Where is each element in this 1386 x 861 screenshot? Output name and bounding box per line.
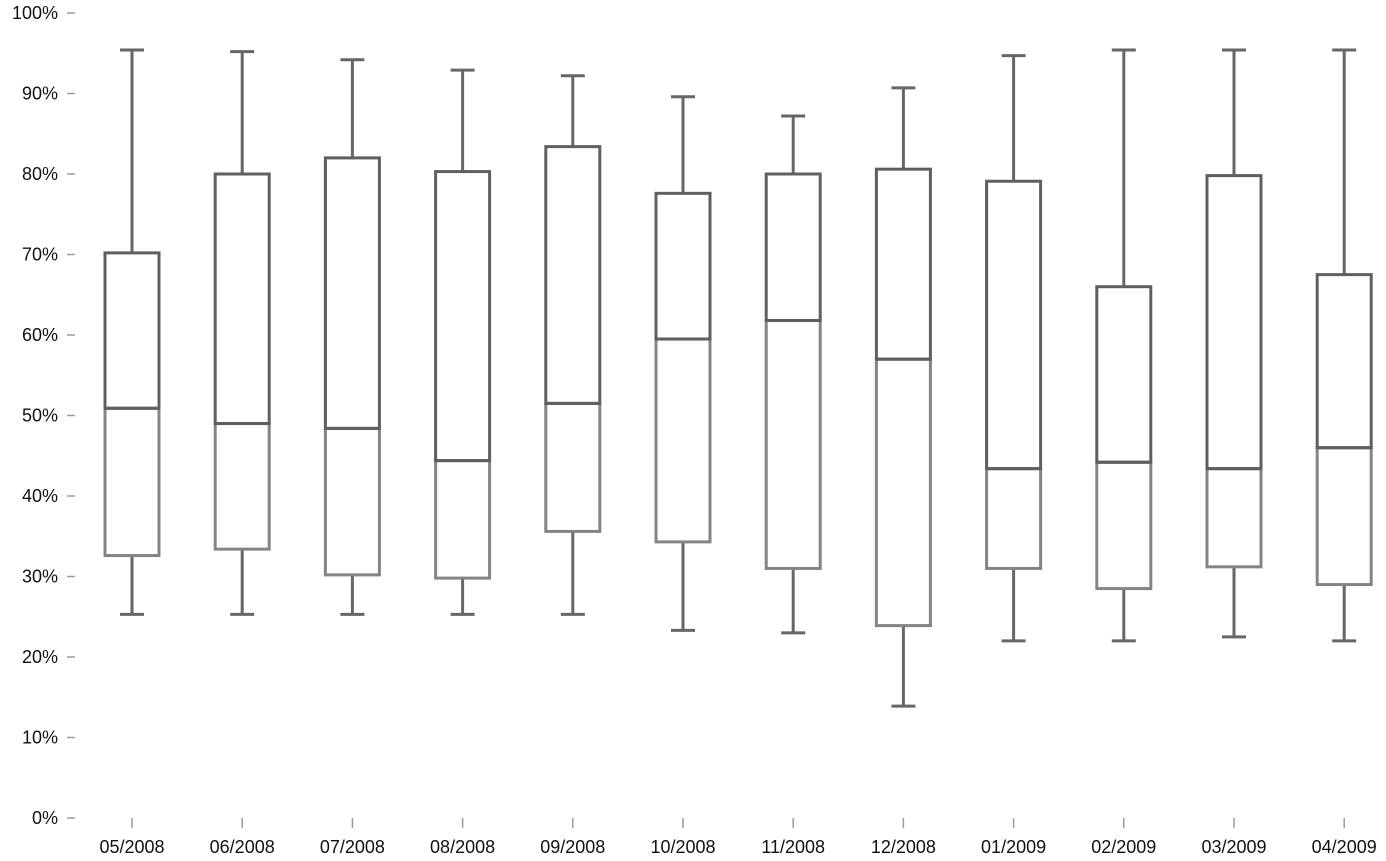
box-series: [103, 48, 1373, 708]
lower-box: [1205, 467, 1263, 569]
x-tick-label: 10/2008: [650, 837, 715, 857]
box-11-2008: [764, 114, 822, 635]
y-tick-label: 0%: [32, 808, 58, 828]
y-tick-label: 80%: [22, 164, 58, 184]
lower-box: [323, 426, 381, 577]
x-tick-label: 09/2008: [540, 837, 605, 857]
box-12-2008: [874, 86, 932, 708]
lower-box: [1095, 460, 1153, 591]
x-tick-label: 12/2008: [871, 837, 936, 857]
y-tick-label: 60%: [22, 325, 58, 345]
box-08-2008: [434, 68, 492, 616]
upper-box: [874, 167, 932, 361]
x-tick-label: 07/2008: [320, 837, 385, 857]
y-tick-label: 20%: [22, 647, 58, 667]
lower-box: [654, 337, 712, 544]
box-03-2009: [1205, 48, 1263, 639]
y-tick-label: 70%: [22, 245, 58, 265]
lower-box: [764, 319, 822, 570]
lower-box: [544, 401, 602, 533]
x-tick-label: 02/2009: [1091, 837, 1156, 857]
box-01-2009: [985, 54, 1043, 643]
upper-box: [764, 172, 822, 323]
x-tick-label: 03/2009: [1201, 837, 1266, 857]
lower-box: [213, 422, 271, 551]
lower-box: [874, 357, 932, 628]
upper-box: [1205, 174, 1263, 471]
upper-box: [985, 179, 1043, 471]
x-tick-label: 06/2008: [210, 837, 275, 857]
upper-box: [654, 191, 712, 341]
x-axis: 05/2008 06/2008 07/2008 08/2008 09/2008 10/20…: [99, 818, 1377, 857]
box-06-2008: [213, 50, 271, 616]
box-05-2008: [103, 48, 161, 616]
upper-box: [323, 156, 381, 430]
lower-box: [985, 467, 1043, 570]
upper-box: [434, 170, 492, 463]
box-02-2009: [1095, 48, 1153, 643]
box-07-2008: [323, 58, 381, 616]
y-tick-label: 50%: [22, 406, 58, 426]
lower-box: [103, 406, 161, 558]
x-tick-label: 04/2009: [1312, 837, 1377, 857]
x-tick-label: 08/2008: [430, 837, 495, 857]
y-tick-label: 90%: [22, 84, 58, 104]
upper-box: [213, 172, 271, 426]
y-tick-label: 10%: [22, 728, 58, 748]
y-tick-label: 100%: [12, 3, 58, 23]
y-tick-label: 40%: [22, 486, 58, 506]
y-axis: 0% 10% 20% 30% 40% 50% 60% 70% 80% 90% 100%: [12, 3, 75, 828]
lower-box: [434, 459, 492, 580]
x-tick-label: 11/2008: [761, 837, 825, 857]
upper-box: [1315, 273, 1373, 450]
upper-box: [1095, 285, 1153, 464]
box-04-2009: [1315, 48, 1373, 643]
x-tick-label: 01/2009: [981, 837, 1046, 857]
upper-box: [544, 145, 602, 405]
box-10-2008: [654, 95, 712, 632]
lower-box: [1315, 446, 1373, 587]
box-09-2008: [544, 74, 602, 616]
x-tick-label: 05/2008: [99, 837, 164, 857]
upper-box: [103, 251, 161, 410]
y-tick-label: 30%: [22, 567, 58, 587]
